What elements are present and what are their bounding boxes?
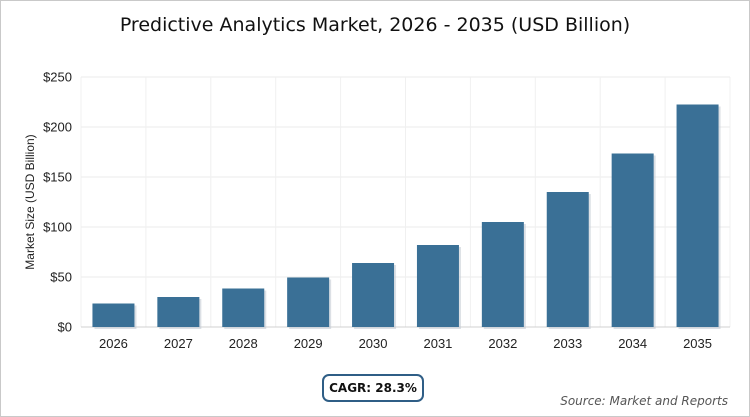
bar — [352, 263, 395, 327]
x-tick-label: 2032 — [488, 336, 517, 351]
chart-title: Predictive Analytics Market, 2026 - 2035… — [119, 14, 631, 36]
x-axis-ticks: 2026 2027 2028 2029 2030 2031 2032 2033 2034 2035 — [99, 336, 712, 351]
bar — [287, 277, 330, 327]
y-axis-label: Market Size (USD Billion) — [23, 134, 37, 269]
x-tick-label: 2029 — [294, 336, 323, 351]
y-axis-ticks: $0 $50 $100 $150 $200 $250 — [43, 70, 72, 335]
x-tick-label: 2026 — [99, 336, 128, 351]
x-tick-label: 2030 — [359, 336, 388, 351]
bar — [157, 297, 200, 327]
y-tick-label: $100 — [43, 220, 72, 235]
bar — [416, 245, 459, 327]
x-tick-label: 2027 — [164, 336, 193, 351]
y-tick-label: $0 — [58, 320, 72, 335]
y-tick-label: $50 — [50, 270, 72, 285]
bar — [546, 192, 589, 327]
bar — [676, 104, 719, 327]
x-tick-label: 2031 — [423, 336, 452, 351]
cagr-badge: CAGR: 28.3% — [322, 374, 424, 402]
x-tick-label: 2028 — [229, 336, 258, 351]
bar — [92, 303, 135, 327]
bars — [92, 104, 721, 329]
y-tick-label: $250 — [43, 70, 72, 85]
x-tick-label: 2035 — [683, 336, 712, 351]
bar — [481, 222, 524, 327]
bar — [611, 153, 654, 327]
x-tick-label: 2033 — [553, 336, 582, 351]
y-tick-label: $150 — [43, 170, 72, 185]
source-note: Source: Market and Reports — [560, 394, 728, 408]
y-tick-label: $200 — [43, 120, 72, 135]
bar — [222, 288, 265, 327]
x-tick-label: 2034 — [618, 336, 647, 351]
